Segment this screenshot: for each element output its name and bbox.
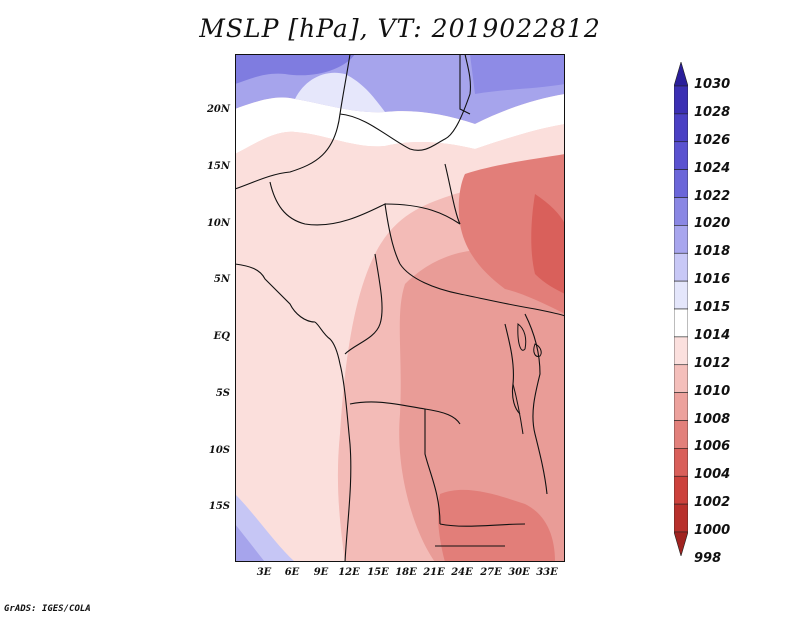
lat-label: 15N [206,161,230,172]
colorbar-swatch [674,225,688,254]
colorbar-swatch [674,141,688,170]
colorbar-label: 1022 [694,188,731,204]
isobar-band-1015 [295,72,385,113]
colorbar-swatch [674,420,688,449]
colorbar-swatch [674,252,688,282]
colorbar-label: 1020 [694,216,731,232]
grads-credit: GrADS: IGES/COLA [4,604,91,614]
high-pressure-east-core [470,54,565,94]
colorbar-label: 1026 [694,132,731,148]
colorbar-swatch [674,392,688,421]
lat-label: 5S [215,388,230,399]
lon-label: 24E [451,567,473,578]
lon-label: 18E [395,567,417,578]
colorbar-label: 1012 [694,355,731,371]
colorbar-label: 1016 [694,272,731,288]
colorbar-swatch [674,62,688,87]
colorbar-swatch [674,197,688,226]
colorbar-swatch [674,280,688,310]
pressure-map [235,54,565,562]
coastlines-borders [235,54,565,562]
lat-label: 15S [208,501,230,512]
isobar-band-1006-south [437,489,555,562]
colorbar-swatch [674,308,688,338]
lakes [512,323,542,435]
lon-label: 12E [338,567,360,578]
colorbar-label: 1015 [694,300,731,315]
lon-label: 21E [423,567,445,578]
isobar-band-1008 [399,250,565,562]
high-pressure-southwest-core [235,524,265,562]
lat-label: 20N [206,104,230,115]
lat-label: 5N [213,274,230,285]
colorbar-label: 1028 [694,104,731,120]
colorbar-label: 998 [694,550,722,566]
lat-label: EQ [213,331,230,342]
colorbar-label: 1004 [694,467,731,483]
map-title: MSLP [hPa], VT: 2019022812 [199,14,601,43]
isobar-band-1014 [235,94,565,154]
lat-label: 10N [206,218,230,229]
colorbar-swatch [674,113,688,143]
lon-label: 27E [480,567,502,578]
isobar-band-1012 [235,124,565,562]
high-pressure-north-core [235,54,355,84]
lon-label: 33E [536,567,558,578]
colorbar-label: 1018 [694,244,731,260]
colorbar-label: 1014 [694,327,731,343]
lon-label: 15E [367,567,389,578]
colorbar-swatch [674,169,688,198]
lon-label: 6E [284,567,300,578]
colorbar-swatch [674,531,688,556]
colorbar-swatch [674,475,688,505]
colorbar-label: 1010 [694,383,731,399]
isobar-band-1004 [531,194,565,294]
lon-label: 30E [508,567,530,578]
colorbar-swatch [674,364,688,393]
colorbar-label: 1024 [694,160,731,176]
colorbar-label: 1000 [694,523,731,538]
colorbar-label: 1002 [694,495,731,511]
colorbar-swatch [674,448,688,477]
lat-label: 10S [208,445,230,456]
colorbar-label: 1006 [694,439,731,455]
lon-label: 9E [313,567,329,578]
colorbar-label: 1008 [694,411,731,427]
colorbar-swatch [674,503,688,533]
colorbar-swatch [674,85,688,115]
lon-label: 3E [256,567,272,578]
map-frame [235,54,565,562]
colorbar-label: 1030 [694,77,731,92]
colorbar [674,62,688,556]
colorbar-swatch [674,336,688,366]
